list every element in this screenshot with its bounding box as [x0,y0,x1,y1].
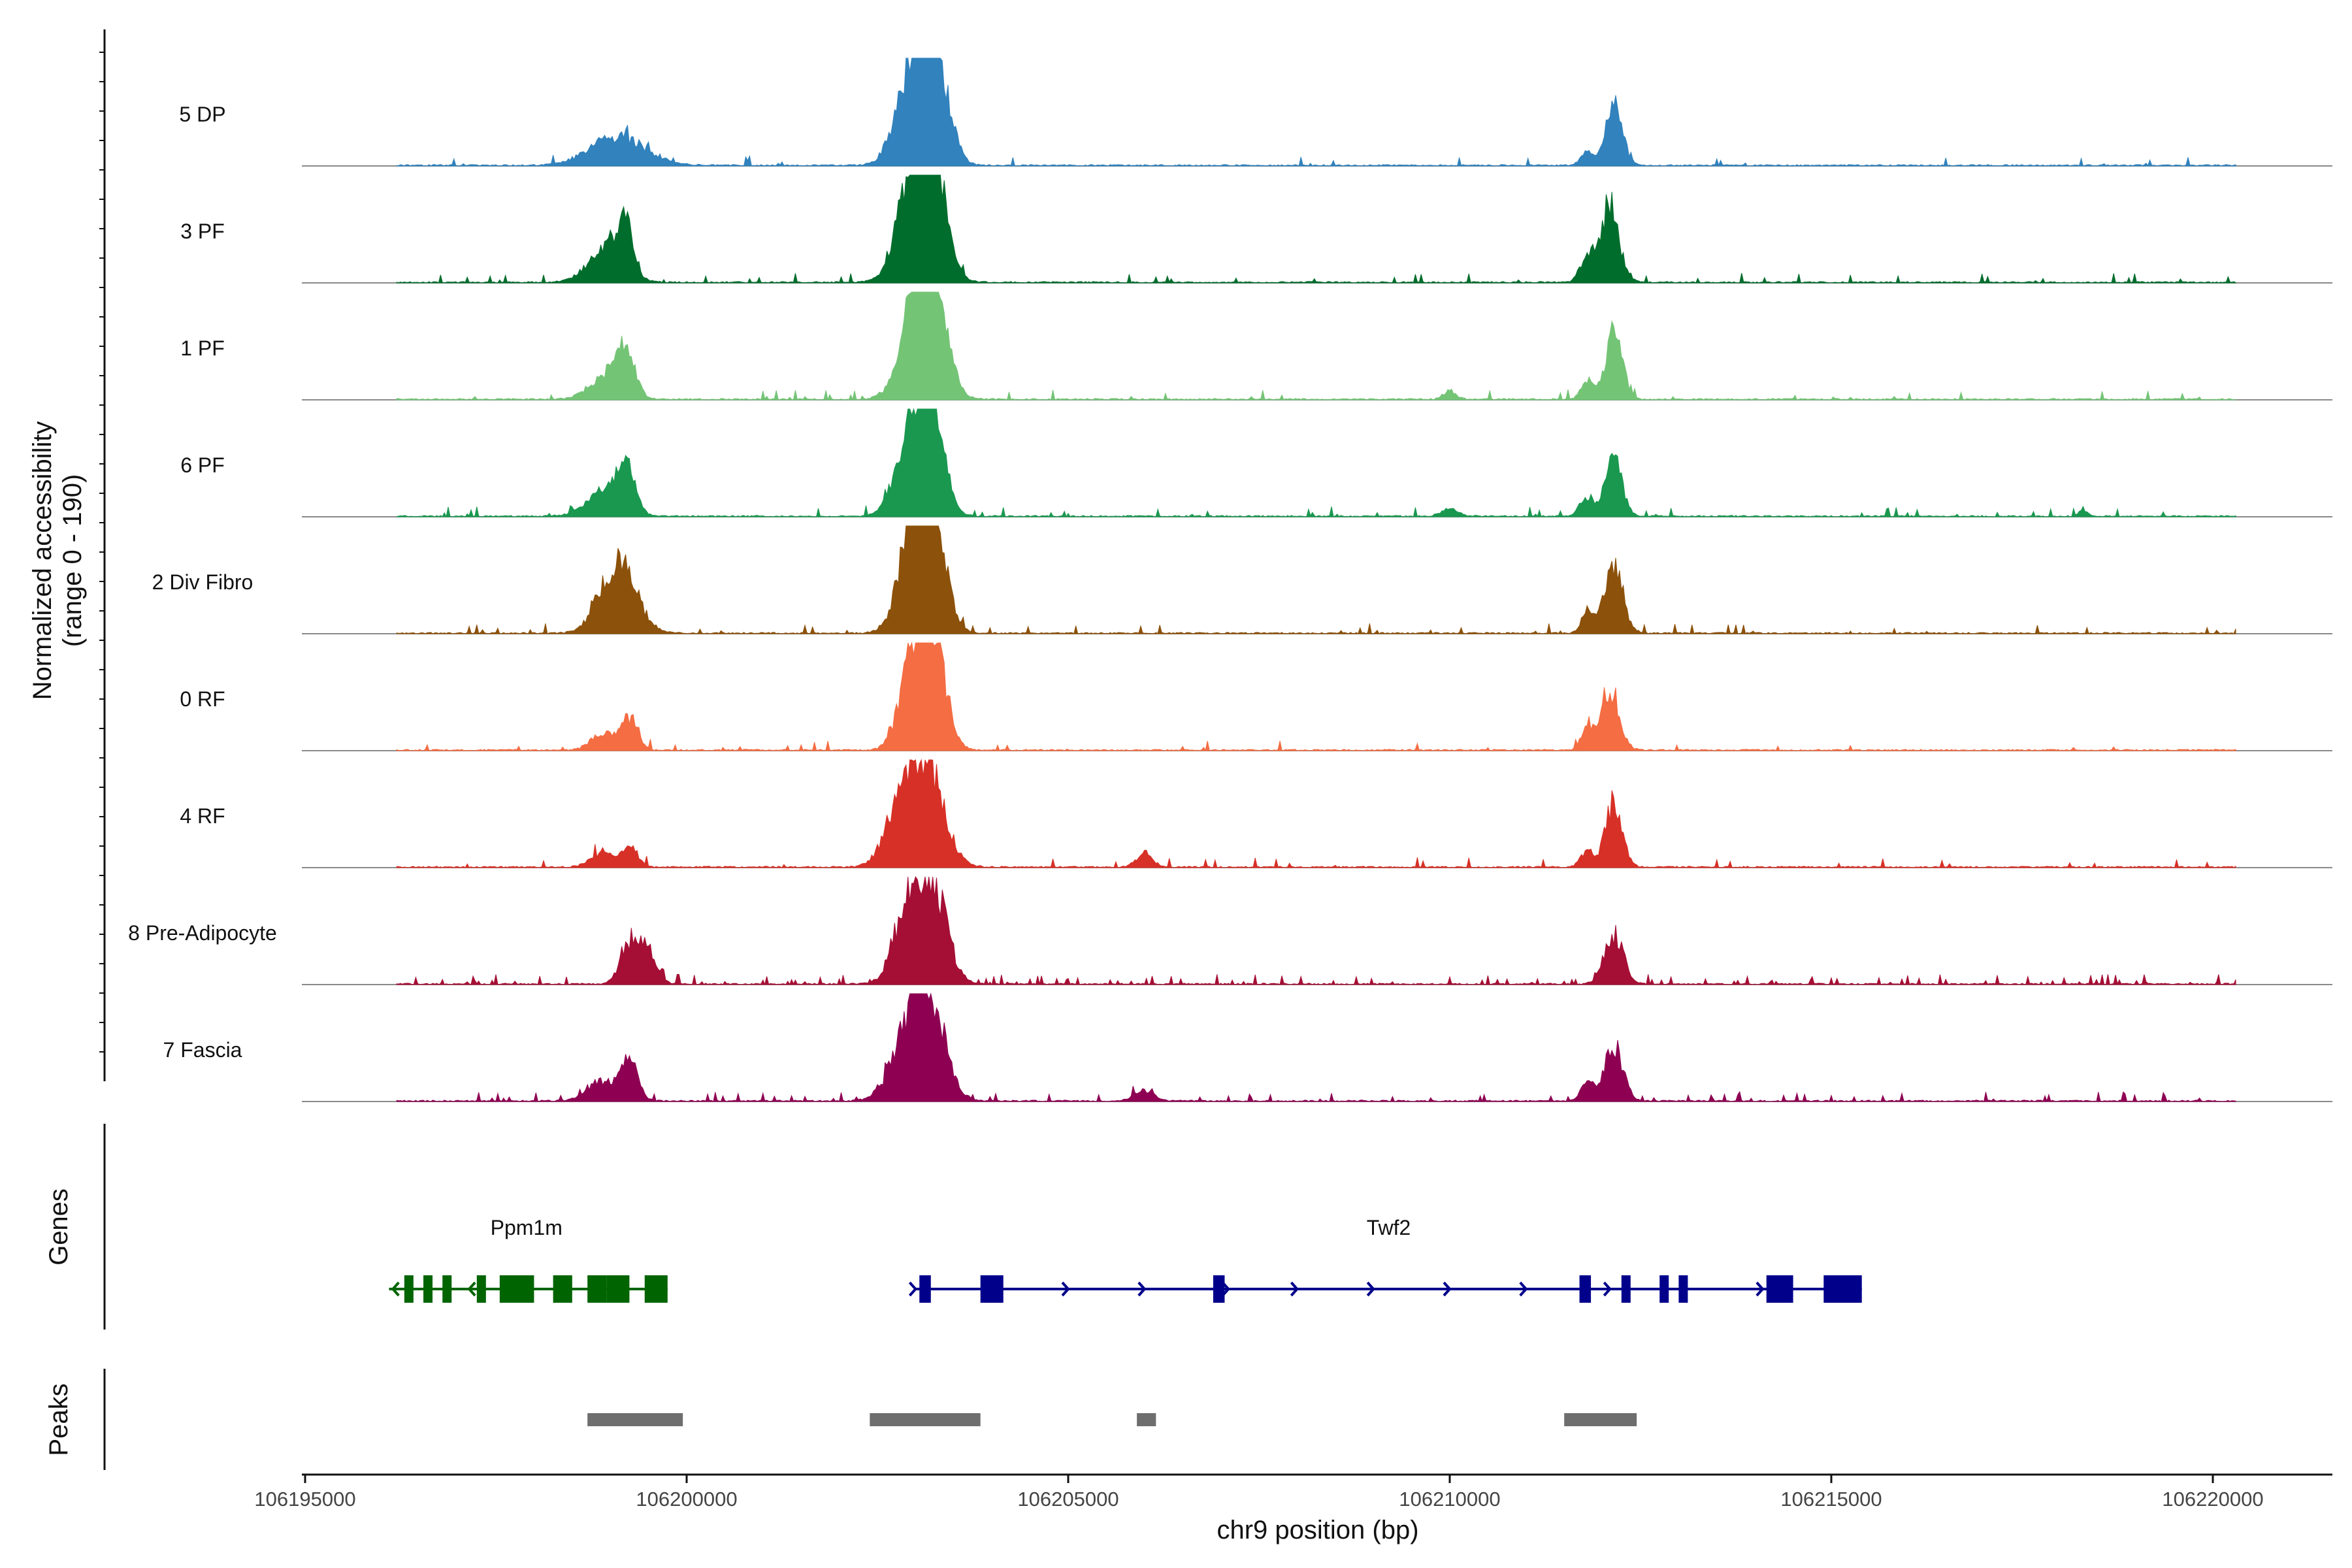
peak-region [870,1413,981,1426]
coverage-area [396,408,2236,518]
strand-arrow [1679,1281,1688,1297]
x-tick-label: 106210000 [1399,1488,1500,1511]
strand-arrow [1137,1281,1147,1297]
strand-arrow [1061,1281,1070,1297]
gene-exon [980,1275,1004,1303]
coverage-area [396,291,2236,401]
gene-exon [1766,1275,1793,1303]
x-tick-label: 106200000 [636,1488,737,1511]
gene-exon [476,1275,486,1303]
y-axis-title: Normalized accessibility [28,421,57,700]
strand-arrow [467,1281,476,1297]
coverage-area [396,759,2236,868]
strand-arrow [908,1281,918,1297]
gene-exon [1659,1275,1669,1303]
genes-label: Genes [44,1188,73,1266]
strand-arrow [1603,1281,1612,1297]
gene-exon [1579,1275,1592,1303]
peak-region [1564,1413,1637,1426]
gene-name: Twf2 [1367,1216,1411,1239]
gene-exon [423,1275,433,1303]
track-label: 4 RF [180,804,225,828]
strand-arrow [391,1281,400,1297]
gene-exon [1213,1275,1225,1303]
gene-exon [499,1275,534,1303]
peak-region [1137,1413,1156,1426]
gene-twf2: Twf2 [908,1216,1862,1303]
gene-exon [442,1275,452,1303]
strand-arrow [1443,1281,1452,1297]
peaks-label: Peaks [44,1383,73,1456]
gene-exon [644,1275,668,1303]
track-label: 2 Div Fibro [152,570,253,594]
gene-ppm1m: Ppm1m [389,1216,668,1303]
strand-arrow [1756,1281,1765,1297]
gene-name: Ppm1m [491,1216,563,1239]
y-axis-title-line2: (range 0 - 190) [58,474,87,647]
track-label: 6 PF [180,453,225,477]
track-label: 8 Pre-Adipocyte [128,921,277,945]
x-axis-title: chr9 position (bp) [1217,1516,1418,1544]
track-8-pre-adipocyte: 8 Pre-Adipocyte [128,875,2332,986]
track-6-pf: 6 PF [180,408,2332,518]
genes-panel-title: Genes [44,1188,73,1266]
x-tick-label: 106220000 [2162,1488,2263,1511]
track-label: 0 RF [180,687,225,711]
track-7-fascia: 7 Fascia [163,992,2332,1103]
coverage-y-axis-ticks [99,52,105,1053]
x-tick-label: 106205000 [1017,1488,1119,1511]
track-4-rf: 4 RF [180,759,2332,868]
gene-exon [606,1275,630,1303]
coverage-area [396,875,2236,986]
coverage-area [396,525,2236,634]
gene-exon [919,1275,931,1303]
track-5-dp: 5 DP [179,57,2332,167]
gene-exon [553,1275,572,1303]
x-tick-label: 106215000 [1780,1488,1882,1511]
x-tick-label: 106195000 [254,1488,355,1511]
track-label: 7 Fascia [163,1038,242,1062]
strand-arrow [1290,1281,1299,1297]
x-axis-ticks: 106195000 106200000 106205000 106210000 1062… [254,1475,2264,1511]
y-axis-range: (range 0 - 190) [58,474,87,647]
track-2-div-fibro: 2 Div Fibro [152,525,2332,634]
gene-exon [1621,1275,1631,1303]
track-1-pf: 1 PF [180,291,2332,401]
track-label: 3 PF [180,220,225,243]
gene-exon [404,1275,414,1303]
strand-arrow [1221,1281,1230,1297]
peak-regions [587,1413,1637,1426]
coverage-area [396,992,2236,1103]
track-label: 5 DP [179,103,225,126]
y-axis-title-line1: Normalized accessibility [28,421,57,700]
strand-arrow [1519,1281,1528,1297]
coverage-area [396,57,2236,167]
peaks-panel-title: Peaks [44,1383,73,1456]
coverage-area [396,174,2236,284]
track-0-rf: 0 RF [180,642,2332,751]
gene-exon [1823,1275,1862,1303]
gene-annotations: Ppm1m Twf2 [389,1216,1862,1303]
coverage-area [396,642,2236,751]
track-label: 1 PF [180,336,225,360]
coverage-tracks: 5 DP 3 PF 1 PF 6 PF 2 Div Fibro 0 RF 4 RF 8 Pre… [128,57,2332,1103]
track-3-pf: 3 PF [180,174,2332,284]
strand-arrow [1366,1281,1375,1297]
gene-exon [587,1275,607,1303]
peak-region [587,1413,683,1426]
